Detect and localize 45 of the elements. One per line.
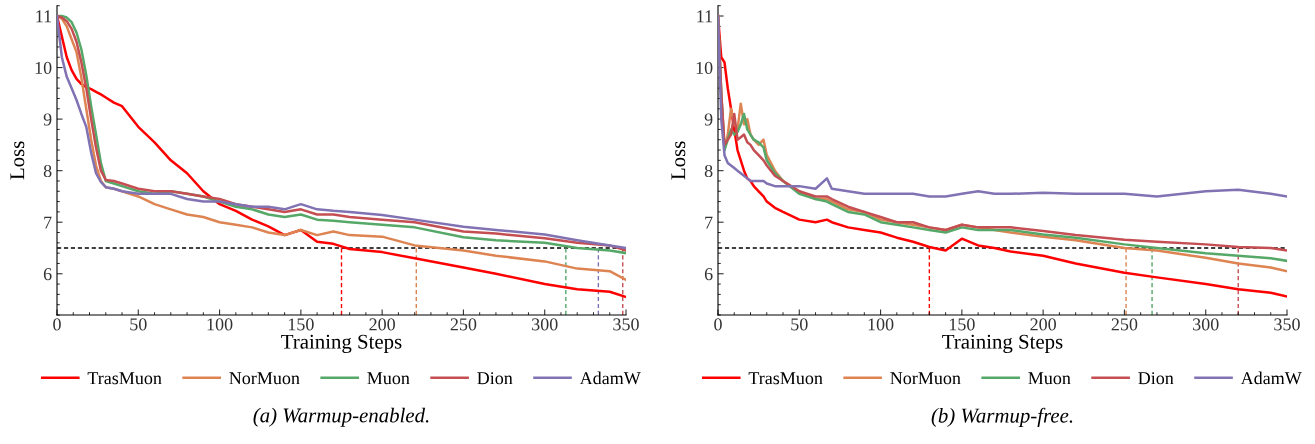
y-tick-label: 10 [696,61,713,74]
x-tick-label: 100 [207,318,233,331]
y-tick-label: 10 [35,61,52,74]
text: (a) Warmup-enabled. [253,407,429,427]
x-axis-title: Training Steps [942,334,1063,354]
x-tick-label: 250 [1111,318,1138,331]
y-tick-label: 11 [36,10,52,23]
line-series [718,14,1287,198]
x-tick-label: 350 [1274,318,1300,331]
legend-label: Dion [477,372,513,385]
legend-label: Muon [367,372,410,385]
x-tick-label: 50 [130,318,147,331]
text: (b) Warmup-free. [931,407,1073,427]
y-tick-label: 7 [44,216,52,229]
y-tick-label: 8 [704,164,713,178]
x-tick-label: 350 [613,318,639,331]
x-tick-label: 300 [532,318,558,331]
x-axis-title: Training Steps [281,334,402,354]
legend-label: Muon [1028,372,1071,385]
x-tick-label: 100 [868,318,894,331]
x-tick-label: 0 [714,318,722,331]
legend-label: TrasMuon [87,372,162,385]
y-tick-label: 9 [704,113,713,126]
legend-label: AdamW [579,371,641,385]
legend-label: AdamW [1240,371,1302,385]
y-tick-label: 6 [43,268,52,281]
y-tick-label: 11 [697,10,713,23]
legend-label: TrasMuon [748,372,823,385]
legend-label: Dion [1138,372,1174,385]
x-tick-label: 300 [1193,318,1219,331]
y-tick-label: 6 [704,268,713,281]
x-tick-label: 0 [53,318,61,331]
x-tick-label: 150 [949,318,975,331]
y-tick-label: 8 [43,164,52,178]
y-tick-label: 9 [43,113,52,126]
x-tick-label: 200 [369,318,395,331]
legend-label: NorMuon [890,372,961,385]
x-tick-label: 150 [288,318,314,331]
legend-label: NorMuon [229,372,300,385]
y-tick-label: 7 [705,216,713,229]
y-axis-title: Loss [671,141,686,180]
x-tick-label: 250 [450,318,477,331]
y-axis-title: Loss [10,141,25,180]
x-tick-label: 200 [1030,318,1056,331]
x-tick-label: 50 [791,318,808,331]
